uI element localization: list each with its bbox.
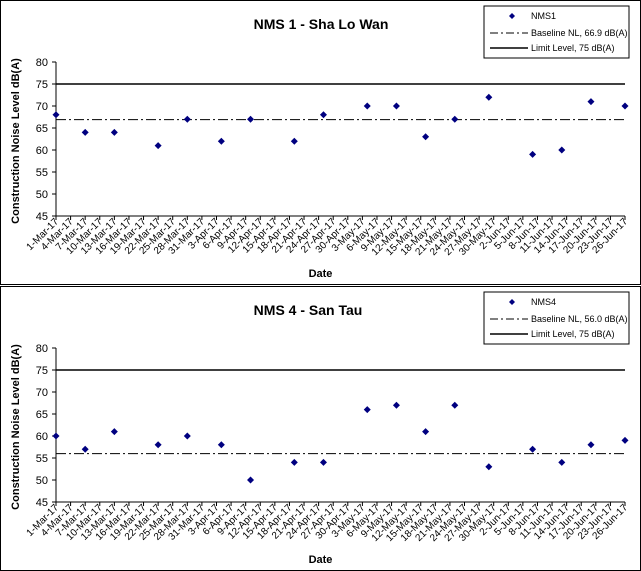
data-point bbox=[319, 458, 327, 466]
y-tick-label: 60 bbox=[36, 145, 48, 157]
data-point bbox=[52, 432, 60, 440]
data-point bbox=[110, 128, 118, 136]
data-point bbox=[529, 445, 537, 453]
data-point bbox=[392, 401, 400, 409]
y-tick-label: 60 bbox=[36, 431, 48, 443]
legend-label: NMS1 bbox=[531, 11, 556, 21]
data-point bbox=[183, 432, 191, 440]
x-axis-label: Date bbox=[309, 554, 333, 566]
y-tick-label: 75 bbox=[36, 79, 48, 91]
data-point bbox=[290, 137, 298, 145]
data-point bbox=[451, 115, 459, 123]
data-point bbox=[485, 93, 493, 101]
data-point bbox=[587, 98, 595, 106]
legend-label: Baseline NL, 66.9 dB(A) bbox=[531, 28, 628, 38]
y-tick-label: 65 bbox=[36, 123, 48, 135]
chart-panel-nms4: NMS 4 - San Tau 45 50 55 60 65 70 75 80 1-Mar-17… bbox=[0, 286, 641, 571]
data-point bbox=[422, 133, 430, 141]
x-axis-label: Date bbox=[309, 268, 333, 280]
legend-label: NMS4 bbox=[531, 297, 556, 307]
y-tick-label: 50 bbox=[36, 189, 48, 201]
chart-title: NMS 1 - Sha Lo Wan bbox=[254, 16, 389, 32]
data-point bbox=[154, 142, 162, 150]
y-tick-label: 55 bbox=[36, 167, 48, 179]
data-point bbox=[621, 102, 629, 110]
data-point bbox=[558, 146, 566, 154]
data-point bbox=[451, 401, 459, 409]
y-tick-label: 75 bbox=[36, 365, 48, 377]
data-point bbox=[154, 441, 162, 449]
data-point bbox=[587, 441, 595, 449]
y-tick-label: 50 bbox=[36, 475, 48, 487]
data-point bbox=[183, 115, 191, 123]
data-point bbox=[217, 441, 225, 449]
data-point bbox=[81, 445, 89, 453]
data-point bbox=[392, 102, 400, 110]
y-tick-label: 70 bbox=[36, 101, 48, 113]
legend-marker bbox=[509, 299, 515, 305]
data-point bbox=[529, 150, 537, 158]
data-point bbox=[290, 458, 298, 466]
chart-svg-nms1: NMS 1 - Sha Lo Wan 45505560657075801-Mar… bbox=[10, 5, 630, 280]
data-point bbox=[81, 128, 89, 136]
data-point bbox=[485, 463, 493, 471]
legend-box bbox=[483, 5, 630, 59]
data-point bbox=[247, 115, 255, 123]
legend-label: Baseline NL, 56.0 dB(A) bbox=[531, 314, 628, 324]
data-point bbox=[110, 428, 118, 436]
data-point bbox=[422, 428, 430, 436]
data-point bbox=[247, 476, 255, 484]
data-point bbox=[363, 406, 371, 414]
chart-svg-nms4: NMS 4 - San Tau 45505560657075801-Mar-17… bbox=[10, 291, 630, 566]
data-point bbox=[558, 458, 566, 466]
data-point bbox=[52, 111, 60, 119]
y-tick-label: 70 bbox=[36, 387, 48, 399]
legend-box bbox=[483, 291, 630, 345]
data-point bbox=[319, 111, 327, 119]
y-axis-label: Construction Noise Level dB(A) bbox=[10, 344, 22, 510]
y-tick-label: 45 bbox=[36, 497, 48, 509]
data-point bbox=[621, 436, 629, 444]
y-tick-label: 55 bbox=[36, 453, 48, 465]
legend-label: Limit Level, 75 dB(A) bbox=[531, 329, 615, 339]
legend-marker bbox=[509, 13, 515, 19]
chart-panel-nms1: NMS 1 - Sha Lo Wan 45 50 55 60 65 70 75 80 1-Mar… bbox=[0, 0, 641, 285]
y-tick-label: 80 bbox=[36, 343, 48, 355]
y-tick-label: 80 bbox=[36, 57, 48, 69]
y-tick-label: 65 bbox=[36, 409, 48, 421]
legend-label: Limit Level, 75 dB(A) bbox=[531, 43, 615, 53]
data-point bbox=[217, 137, 225, 145]
y-tick-label: 45 bbox=[36, 211, 48, 223]
data-point bbox=[363, 102, 371, 110]
chart-title: NMS 4 - San Tau bbox=[254, 302, 363, 318]
y-axis-label: Construction Noise Level dB(A) bbox=[10, 58, 22, 224]
